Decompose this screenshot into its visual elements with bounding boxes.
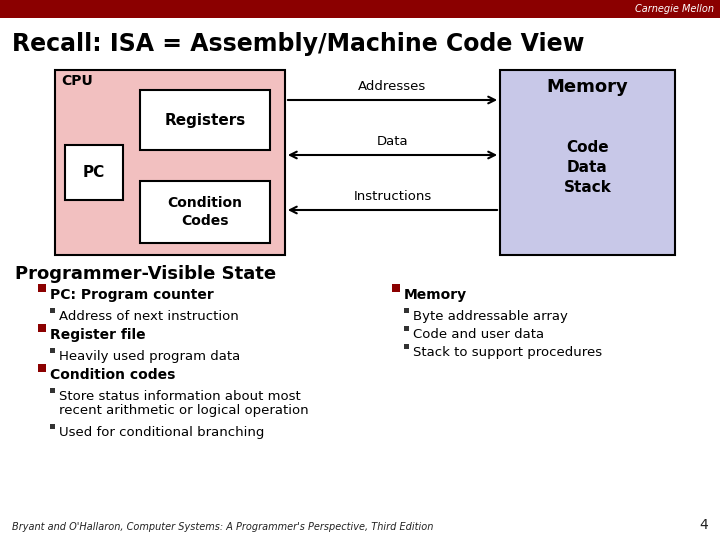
Text: Recall: ISA = Assembly/Machine Code View: Recall: ISA = Assembly/Machine Code View [12, 32, 585, 56]
Text: PC: Program counter: PC: Program counter [50, 288, 214, 302]
Bar [38, 364, 46, 372]
Text: Condition codes: Condition codes [50, 368, 176, 382]
Bar [38, 284, 46, 292]
Bar [404, 326, 409, 331]
Text: Address of next instruction: Address of next instruction [59, 310, 239, 323]
Text: Stack to support procedures: Stack to support procedures [413, 346, 602, 359]
Text: Code: Code [566, 140, 609, 155]
Text: Byte addressable array: Byte addressable array [413, 310, 568, 323]
Text: Carnegie Mellon: Carnegie Mellon [635, 4, 714, 14]
Text: Memory: Memory [546, 78, 629, 96]
Text: Programmer-Visible State: Programmer-Visible State [15, 265, 276, 283]
Text: PC: PC [83, 165, 105, 180]
Text: Registers: Registers [164, 112, 246, 127]
Text: recent arithmetic or logical operation: recent arithmetic or logical operation [59, 404, 309, 417]
Bar [392, 284, 400, 292]
Bar [50, 388, 55, 393]
Text: Code and user data: Code and user data [413, 328, 544, 341]
Text: Instructions: Instructions [354, 190, 431, 203]
Bar [55, 70, 285, 255]
Bar [140, 90, 270, 150]
Text: Data: Data [567, 160, 608, 175]
Text: Heavily used program data: Heavily used program data [59, 350, 240, 363]
Bar [404, 308, 409, 313]
Bar [50, 348, 55, 353]
Bar [50, 308, 55, 313]
Bar [65, 145, 123, 200]
Bar [500, 70, 675, 255]
Text: Register file: Register file [50, 328, 145, 342]
Text: Used for conditional branching: Used for conditional branching [59, 426, 264, 439]
Text: Bryant and O'Hallaron, Computer Systems: A Programmer's Perspective, Third Editi: Bryant and O'Hallaron, Computer Systems:… [12, 522, 433, 532]
Text: Store status information about most: Store status information about most [59, 390, 301, 403]
Bar [0, 0, 720, 18]
Bar [404, 344, 409, 349]
Text: Stack: Stack [564, 180, 611, 195]
Text: Addresses: Addresses [359, 80, 427, 93]
Text: CPU: CPU [61, 74, 93, 88]
Text: Data: Data [377, 135, 408, 148]
Text: Memory: Memory [404, 288, 467, 302]
Text: Condition
Codes: Condition Codes [168, 196, 243, 228]
Text: 4: 4 [699, 518, 708, 532]
Bar [50, 424, 55, 429]
Bar [38, 324, 46, 332]
Bar [140, 181, 270, 243]
